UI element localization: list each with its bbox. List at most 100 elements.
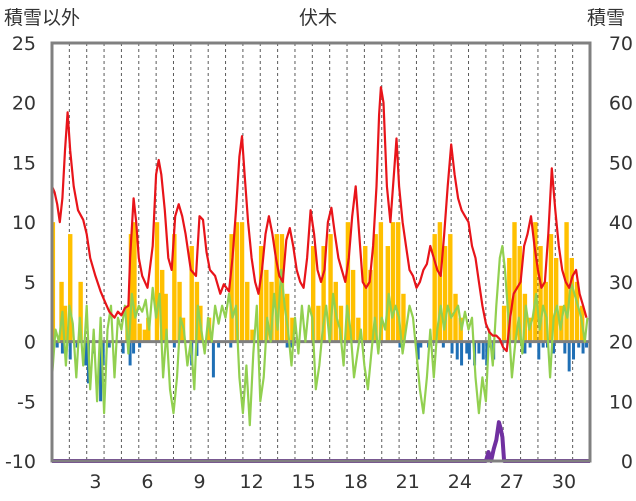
right-tick-label: 10 xyxy=(609,391,633,413)
right-tick-label: 60 xyxy=(609,93,633,115)
precip-bar xyxy=(581,341,585,354)
sunshine-bar xyxy=(78,281,83,342)
precip-bar xyxy=(537,341,541,360)
right-tick-label: 20 xyxy=(609,332,633,354)
right-tick-label: 70 xyxy=(609,33,633,55)
precip-bar xyxy=(528,341,532,348)
left-tick-label: 15 xyxy=(12,152,36,174)
snow-line xyxy=(52,420,590,463)
sunshine-bar xyxy=(239,222,245,342)
x-tick-label: 15 xyxy=(292,471,316,493)
sunshine-bar xyxy=(378,222,384,342)
sunshine-bar xyxy=(368,269,373,342)
x-tick-label: 12 xyxy=(239,471,263,493)
sunshine-bar xyxy=(328,234,333,342)
precip-bar xyxy=(107,341,111,348)
x-tick-label: 27 xyxy=(500,471,524,493)
precip-bar xyxy=(552,341,556,354)
sunshine-bar xyxy=(356,317,361,342)
precip-bar xyxy=(465,341,469,354)
precip-bar xyxy=(398,341,402,348)
sunshine-bar xyxy=(453,293,458,342)
sunshine-bar xyxy=(290,317,295,342)
sunshine-bar xyxy=(507,257,512,342)
precip-bar xyxy=(460,341,464,366)
left-axis-label: 積雪以外 xyxy=(4,7,80,29)
x-tick-label: 6 xyxy=(141,471,153,493)
plot-frame xyxy=(50,41,592,463)
mean-temp-line xyxy=(50,244,589,427)
sunshine-bar xyxy=(245,281,250,342)
grid-lines xyxy=(68,43,574,461)
precip-bar xyxy=(84,341,88,366)
precip-bar xyxy=(563,341,567,354)
sunshine-bar xyxy=(396,222,401,342)
precip-bar xyxy=(60,341,64,354)
sunshine-bar xyxy=(548,234,554,342)
left-tick-label: 25 xyxy=(12,33,36,55)
precip-bar xyxy=(567,341,571,372)
sunshine-bar xyxy=(574,281,580,342)
sunshine-bar xyxy=(250,329,255,342)
sunshine-bar xyxy=(62,305,68,342)
sunshine-bar xyxy=(538,246,543,342)
sunshine-bar xyxy=(442,246,448,342)
left-tick-label: -5 xyxy=(17,391,36,413)
precip-bar xyxy=(577,341,581,348)
precip-bar xyxy=(211,341,215,378)
right-axis-label: 積雪 xyxy=(587,7,625,29)
chart-title: 伏木 xyxy=(299,7,337,29)
precip-bar xyxy=(132,341,136,354)
x-tick-label: 9 xyxy=(193,471,205,493)
precip-bar xyxy=(229,341,233,348)
precip-bar xyxy=(477,341,481,354)
precip-bar xyxy=(585,341,589,348)
sunshine-bar xyxy=(448,234,453,342)
sunshine-bar xyxy=(264,269,269,342)
sunshine-bar xyxy=(373,234,378,342)
precip-bar xyxy=(128,341,132,366)
precip-bar xyxy=(455,341,459,360)
sunshine-bar xyxy=(137,323,142,342)
sunshine-bar xyxy=(258,246,264,342)
sunshine-bar xyxy=(437,222,443,342)
x-tick-label: 21 xyxy=(396,471,420,493)
sunshine-bar xyxy=(68,234,73,342)
left-tick-label: 5 xyxy=(24,272,36,294)
precip-bar xyxy=(419,341,423,348)
max-temp-line xyxy=(50,86,588,353)
right-tick-label: 0 xyxy=(621,451,633,473)
sunshine-bar xyxy=(345,222,351,342)
sunshine-bar xyxy=(125,305,130,342)
left-tick-label: 20 xyxy=(12,93,36,115)
sunshine-bar xyxy=(432,234,437,342)
precip-bar xyxy=(99,341,103,402)
precip-bar xyxy=(572,341,576,360)
plot-border xyxy=(50,41,592,463)
precip-bar xyxy=(541,341,545,348)
precip-bar xyxy=(441,341,445,348)
sunshine-bar xyxy=(512,222,517,342)
x-tick-label: 24 xyxy=(448,471,472,493)
precip-bar xyxy=(289,341,293,348)
precip-bar xyxy=(416,341,420,360)
sunshine-bar xyxy=(234,222,240,342)
precip-bar xyxy=(55,341,59,348)
sunshine-bar xyxy=(321,246,326,342)
sunshine-bar xyxy=(569,257,574,342)
left-tick-label: 10 xyxy=(12,212,36,234)
sunshine-bar xyxy=(160,269,165,342)
sunshine-bar xyxy=(310,246,316,342)
sunshine-bar xyxy=(177,281,182,342)
precip-bar xyxy=(217,341,221,348)
sunshine-bar xyxy=(350,269,356,342)
sunshine-bar xyxy=(128,234,134,342)
precip-bar xyxy=(172,341,176,348)
sunshine-bar xyxy=(533,222,538,342)
sunshine-bar xyxy=(401,293,406,342)
sunshine-bar xyxy=(274,234,279,342)
left-tick-label: -10 xyxy=(5,451,36,473)
sunshine-bar xyxy=(132,222,137,342)
